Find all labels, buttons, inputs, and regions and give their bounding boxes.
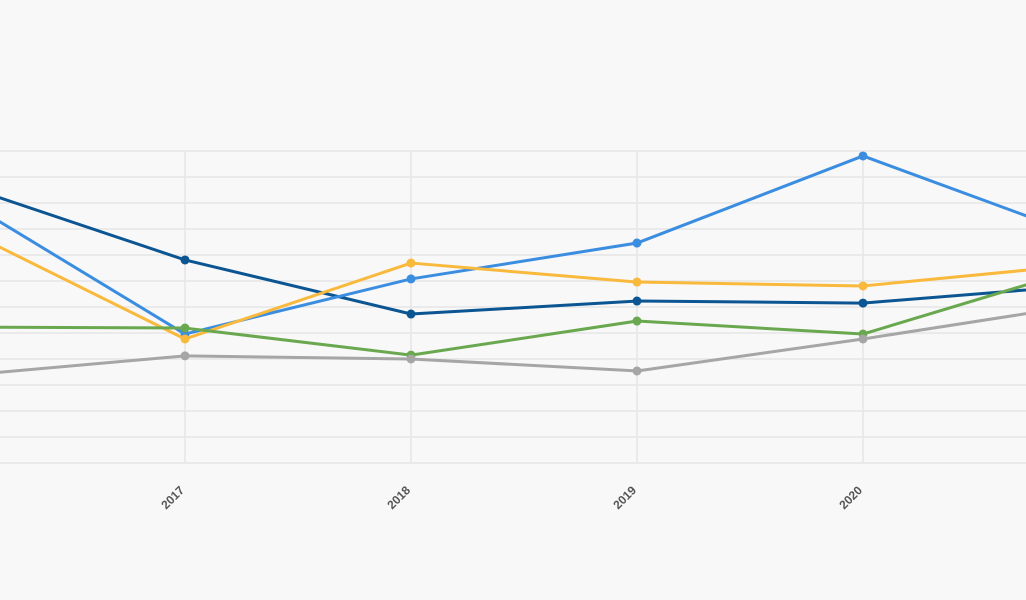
x-tick-label: 2020 [836,483,865,512]
data-point [406,274,416,284]
data-point [406,354,416,364]
series-line [0,283,1026,357]
data-point [858,298,868,308]
x-tick-label: 2017 [158,483,187,512]
data-point [180,323,190,333]
series-line [0,245,1026,341]
data-point [632,366,642,376]
series-line [0,154,1026,336]
data-point [180,351,190,361]
data-point [180,334,190,344]
series-line [0,196,1026,316]
data-point [632,238,642,248]
data-point [858,334,868,344]
data-point [632,316,642,326]
x-tick-label: 2018 [384,483,413,512]
series-line [0,312,1026,374]
data-point [180,255,190,265]
data-point [632,296,642,306]
data-point [406,258,416,268]
data-point [858,151,868,161]
data-point [632,277,642,287]
data-point [406,309,416,319]
x-tick-label: 2019 [610,483,639,512]
data-point [858,281,868,291]
